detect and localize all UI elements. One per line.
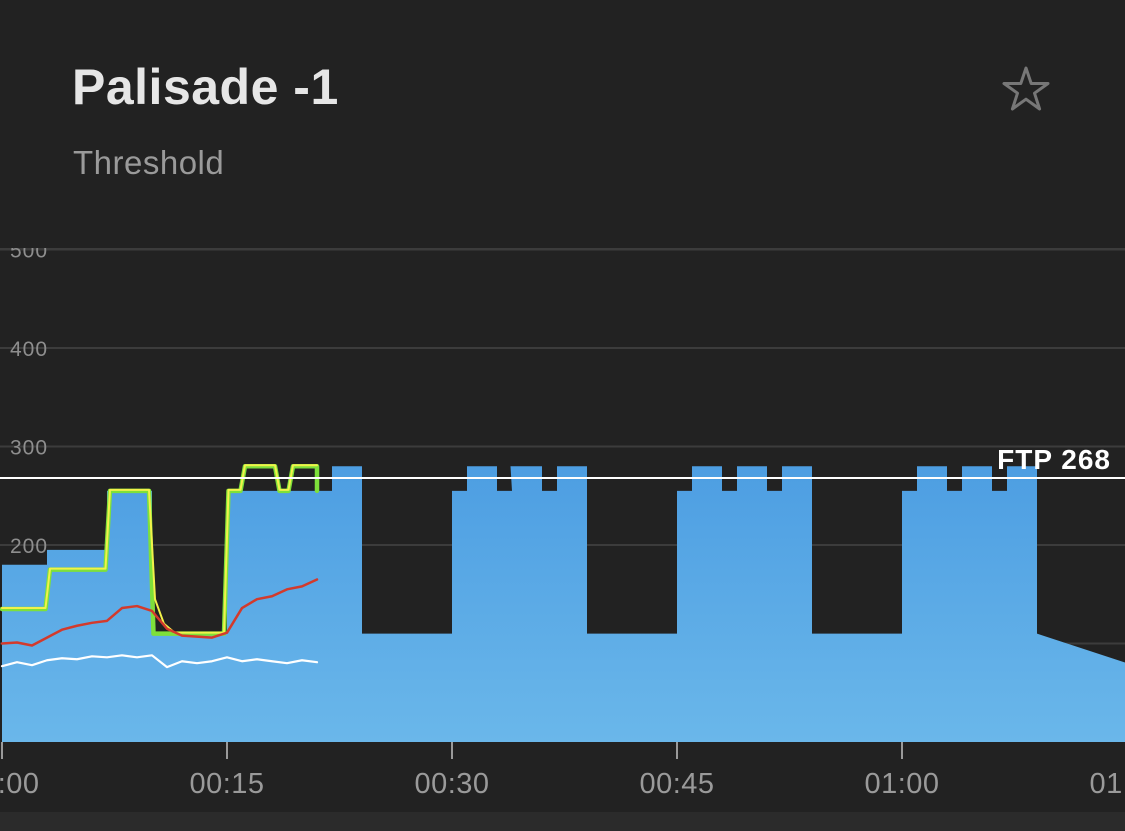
bottom-bar xyxy=(0,812,1125,831)
data-series xyxy=(0,463,320,669)
workout-category: Threshold xyxy=(73,144,225,181)
y-tick-label: 400 xyxy=(10,338,48,361)
y-tick-label: 500 xyxy=(10,248,48,263)
heart-rate-line xyxy=(0,578,319,647)
target-area xyxy=(2,466,1125,742)
workout-title: Palisade -1 xyxy=(72,59,339,115)
y-tick-label: 300 xyxy=(10,437,48,460)
x-tick-label: 00:45 xyxy=(639,768,714,800)
power-chart: 200 300 400 500 FTP 268 00:00 00:15 00:30 00:4… xyxy=(0,248,1125,812)
x-tick-label: 00:00 xyxy=(0,768,40,800)
x-axis: 00:00 00:15 00:30 00:45 01:00 01:15 xyxy=(0,742,1125,812)
x-axis-band xyxy=(0,742,1125,812)
y-axis-labels: 200 300 400 500 xyxy=(10,248,48,558)
favorite-button[interactable] xyxy=(996,58,1056,122)
x-tick-label: 01:00 xyxy=(864,768,939,800)
target-power-area xyxy=(2,466,1125,742)
workout-header: Palisade -1 Threshold xyxy=(0,0,1125,248)
ftp-marker: FTP 268 xyxy=(0,444,1125,480)
ftp-label: FTP 268 xyxy=(997,444,1111,475)
target-trace-line xyxy=(1,464,318,634)
cadence-line xyxy=(0,654,319,669)
star-outline-icon xyxy=(1002,66,1050,111)
x-tick-label: 00:15 xyxy=(189,768,264,800)
x-tick-label: 00:30 xyxy=(414,768,489,800)
y-tick-label: 200 xyxy=(10,535,48,558)
workout-chart: 200 300 400 500 FTP 268 00:00 00:15 00:30 00:4… xyxy=(0,248,1125,831)
x-tick-label: 01:15 xyxy=(1089,768,1125,800)
